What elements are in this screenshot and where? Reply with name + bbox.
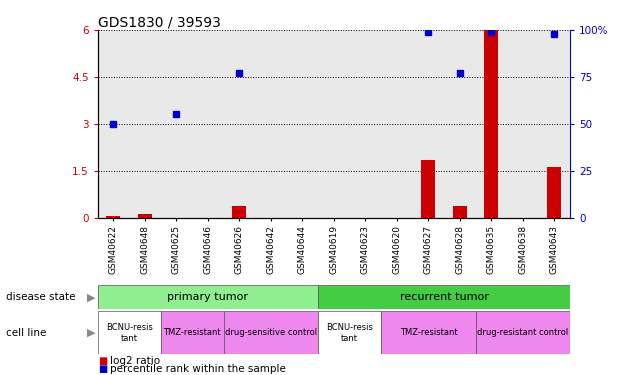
Text: log2 ratio: log2 ratio bbox=[110, 356, 161, 366]
Text: primary tumor: primary tumor bbox=[168, 292, 248, 302]
Bar bbox=[539, 30, 570, 217]
Text: BCNU-resis
tant: BCNU-resis tant bbox=[106, 323, 152, 342]
Bar bbox=[138, 214, 152, 217]
Bar bbox=[444, 30, 476, 217]
Text: recurrent tumor: recurrent tumor bbox=[399, 292, 489, 302]
Text: ▶: ▶ bbox=[87, 292, 95, 302]
Bar bbox=[161, 311, 224, 354]
Bar bbox=[232, 206, 246, 218]
Text: percentile rank within the sample: percentile rank within the sample bbox=[110, 364, 286, 374]
Bar bbox=[106, 216, 120, 217]
Text: cell line: cell line bbox=[6, 328, 47, 338]
Bar bbox=[318, 30, 350, 217]
Text: ▶: ▶ bbox=[87, 328, 95, 338]
Bar bbox=[318, 311, 381, 354]
Bar bbox=[507, 30, 539, 217]
Bar bbox=[287, 30, 318, 217]
Text: drug-resistant control: drug-resistant control bbox=[478, 328, 568, 338]
Bar bbox=[484, 30, 498, 217]
Text: BCNU-resis
tant: BCNU-resis tant bbox=[326, 323, 373, 342]
Bar bbox=[318, 285, 570, 309]
Bar bbox=[421, 160, 435, 218]
Bar bbox=[224, 311, 318, 354]
Text: TMZ-resistant: TMZ-resistant bbox=[399, 328, 457, 338]
Text: GDS1830 / 39593: GDS1830 / 39593 bbox=[98, 15, 220, 29]
Bar bbox=[413, 30, 444, 217]
Bar bbox=[192, 30, 224, 217]
Bar bbox=[161, 30, 192, 217]
Text: ■: ■ bbox=[98, 356, 107, 366]
Bar bbox=[547, 167, 561, 218]
Bar bbox=[476, 30, 507, 217]
Bar bbox=[476, 311, 570, 354]
Bar bbox=[98, 30, 129, 217]
Text: disease state: disease state bbox=[6, 292, 76, 302]
Bar bbox=[453, 206, 467, 218]
Text: ■: ■ bbox=[98, 364, 107, 374]
Bar bbox=[255, 30, 287, 217]
Text: TMZ-resistant: TMZ-resistant bbox=[163, 328, 221, 338]
Bar bbox=[129, 30, 161, 217]
Bar bbox=[98, 311, 161, 354]
Bar bbox=[381, 311, 476, 354]
Bar bbox=[224, 30, 255, 217]
Text: drug-sensitive control: drug-sensitive control bbox=[225, 328, 317, 338]
Bar bbox=[381, 30, 413, 217]
Bar bbox=[98, 285, 318, 309]
Bar bbox=[350, 30, 381, 217]
